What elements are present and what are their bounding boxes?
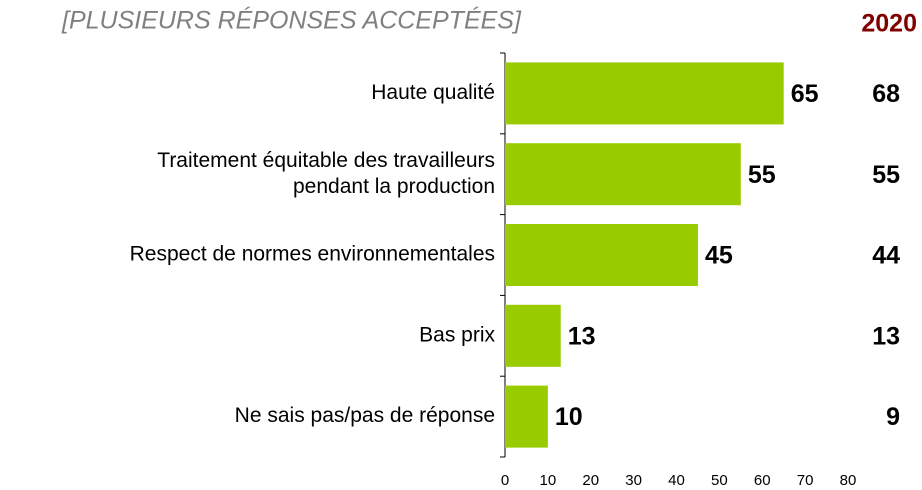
category-label: Haute qualité (371, 81, 495, 104)
bar (505, 385, 548, 448)
x-tick-label: 70 (797, 472, 814, 489)
value-label: 10 (555, 403, 583, 431)
value-label: 65 (791, 80, 819, 108)
category-label: Respect de normes environnementales (130, 243, 495, 266)
comparison-value: 68 (872, 80, 900, 108)
bar (505, 143, 741, 206)
bar (505, 304, 561, 367)
x-tick-label: 0 (501, 472, 509, 489)
x-tick-label: 30 (625, 472, 642, 489)
value-label: 55 (748, 161, 776, 189)
value-label: 45 (705, 242, 733, 270)
comparison-value: 13 (872, 322, 900, 350)
value-label: 13 (568, 322, 596, 350)
category-label: Bas prix (419, 323, 495, 346)
comparison-header: 2020 (861, 10, 917, 38)
x-tick-label: 50 (711, 472, 728, 489)
comparison-value: 9 (886, 403, 900, 431)
x-tick-label: 20 (582, 472, 599, 489)
chart-subtitle: [PLUSIEURS RÉPONSES ACCEPTÉES] (61, 6, 522, 35)
x-tick-label: 60 (754, 472, 771, 489)
x-tick-label: 10 (540, 472, 557, 489)
x-tick-label: 80 (840, 472, 857, 489)
comparison-value: 55 (872, 161, 900, 189)
category-label: Traitement équitable des travailleurs pen… (157, 149, 495, 198)
bar (505, 62, 784, 125)
category-label: Ne sais pas/pas de réponse (235, 404, 495, 427)
bar (505, 224, 698, 286)
comparison-value: 44 (872, 242, 900, 270)
x-tick-label: 40 (668, 472, 685, 489)
